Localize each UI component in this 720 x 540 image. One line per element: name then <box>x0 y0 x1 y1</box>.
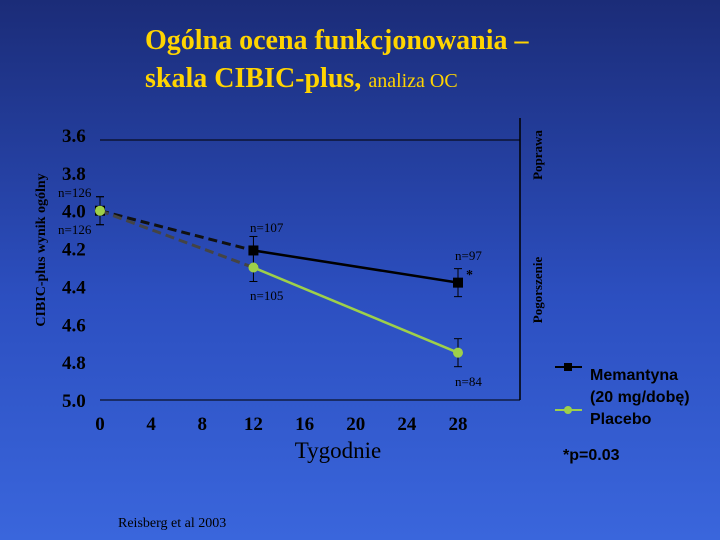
series-placebo-point <box>248 262 259 273</box>
x-tick-label: 28 <box>449 414 468 435</box>
title-line-2-small: analiza OC <box>368 70 458 92</box>
y-tick-label: 5.0 <box>62 391 86 412</box>
source-citation: Reisberg et al 2003 <box>118 516 227 531</box>
n-label: n=126 <box>58 222 92 237</box>
legend-memantine-dose: (20 mg/dobę) <box>590 389 690 406</box>
x-tick-label: 12 <box>244 414 263 435</box>
x-tick-label: 20 <box>346 414 365 435</box>
n-label: n=126 <box>58 185 92 200</box>
right-label-lower: Pogorszenie <box>530 257 545 324</box>
legend-placebo-label: Placebo <box>590 411 652 428</box>
series-placebo-point <box>453 347 463 358</box>
n-label: n=97 <box>455 248 482 263</box>
x-tick-label: 4 <box>146 414 156 435</box>
x-axis-label: Tygodnie <box>295 438 382 463</box>
x-tick-label: 0 <box>95 414 105 435</box>
x-tick-label: 8 <box>198 414 208 435</box>
title-line-2-main: skala CIBIC-plus, <box>145 63 362 94</box>
y-tick-label: 4.8 <box>62 353 86 374</box>
footnote-pvalue: *p=0.03 <box>563 447 620 464</box>
legend-memantine-label: Memantyna <box>590 367 678 384</box>
x-tick-label: 24 <box>397 414 417 435</box>
series-placebo-point <box>95 205 105 216</box>
title-line-2: skala CIBIC-plus, analiza OC <box>145 60 665 100</box>
chart-title: Ogólna ocena funkcjonowania – skala CIBI… <box>145 22 665 100</box>
series-memantine-dashed-segment <box>99 209 254 252</box>
y-tick-label: 3.8 <box>62 164 86 185</box>
legend-placebo-marker <box>564 406 572 414</box>
y-tick-label: 4.2 <box>62 240 86 261</box>
title-line-1: Ogólna ocena funkcjonowania – <box>145 25 529 56</box>
series-placebo-dashed-segment <box>99 209 254 269</box>
series-memantine-point <box>453 277 463 288</box>
x-tick-label: 16 <box>295 414 314 435</box>
right-label-upper: Poprawa <box>530 130 545 180</box>
series-memantine-point <box>248 245 259 256</box>
series-memantine-line <box>253 249 459 284</box>
y-tick-label: 4.4 <box>62 277 86 298</box>
series-placebo-line <box>252 266 459 354</box>
y-tick-label: 3.6 <box>62 126 86 147</box>
legend-memantine-marker <box>564 363 572 371</box>
n-label: n=84 <box>455 374 482 389</box>
y-tick-label: 4.0 <box>62 202 86 223</box>
n-label: n=107 <box>250 220 284 235</box>
n-label: n=105 <box>250 288 283 303</box>
significance-marker: * <box>466 268 473 283</box>
y-axis-label: CIBIC-plus wynik ogólny <box>34 173 49 326</box>
y-tick-label: 4.6 <box>62 315 86 336</box>
